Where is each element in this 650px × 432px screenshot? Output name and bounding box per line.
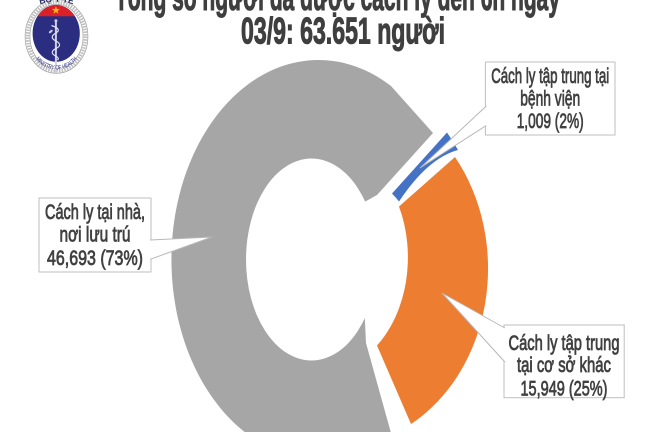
svg-text:Cách ly tập trung: Cách ly tập trung: [509, 332, 620, 355]
svg-text:1,009 (2%): 1,009 (2%): [517, 110, 584, 133]
svg-text:nơi lưu trú: nơi lưu trú: [60, 224, 131, 247]
svg-text:03/9: 63.651 người: 03/9: 63.651 người: [241, 11, 445, 52]
svg-text:Cách ly tập trung tại: Cách ly tập trung tại: [491, 65, 609, 88]
svg-text:bệnh viện: bệnh viện: [520, 88, 580, 111]
svg-text:BỘ Y TẾ: BỘ Y TẾ: [38, 0, 75, 6]
svg-text:46,693 (73%): 46,693 (73%): [47, 247, 143, 270]
svg-text:tại cơ sở khác: tại cơ sở khác: [517, 354, 611, 377]
svg-text:Tổng số người đã được cách ly: Tổng số người đã được cách ly đến 6h ngà…: [115, 0, 560, 18]
svg-text:15,949 (25%): 15,949 (25%): [521, 378, 608, 401]
svg-text:Cách ly tại nhà,: Cách ly tại nhà,: [45, 201, 145, 224]
